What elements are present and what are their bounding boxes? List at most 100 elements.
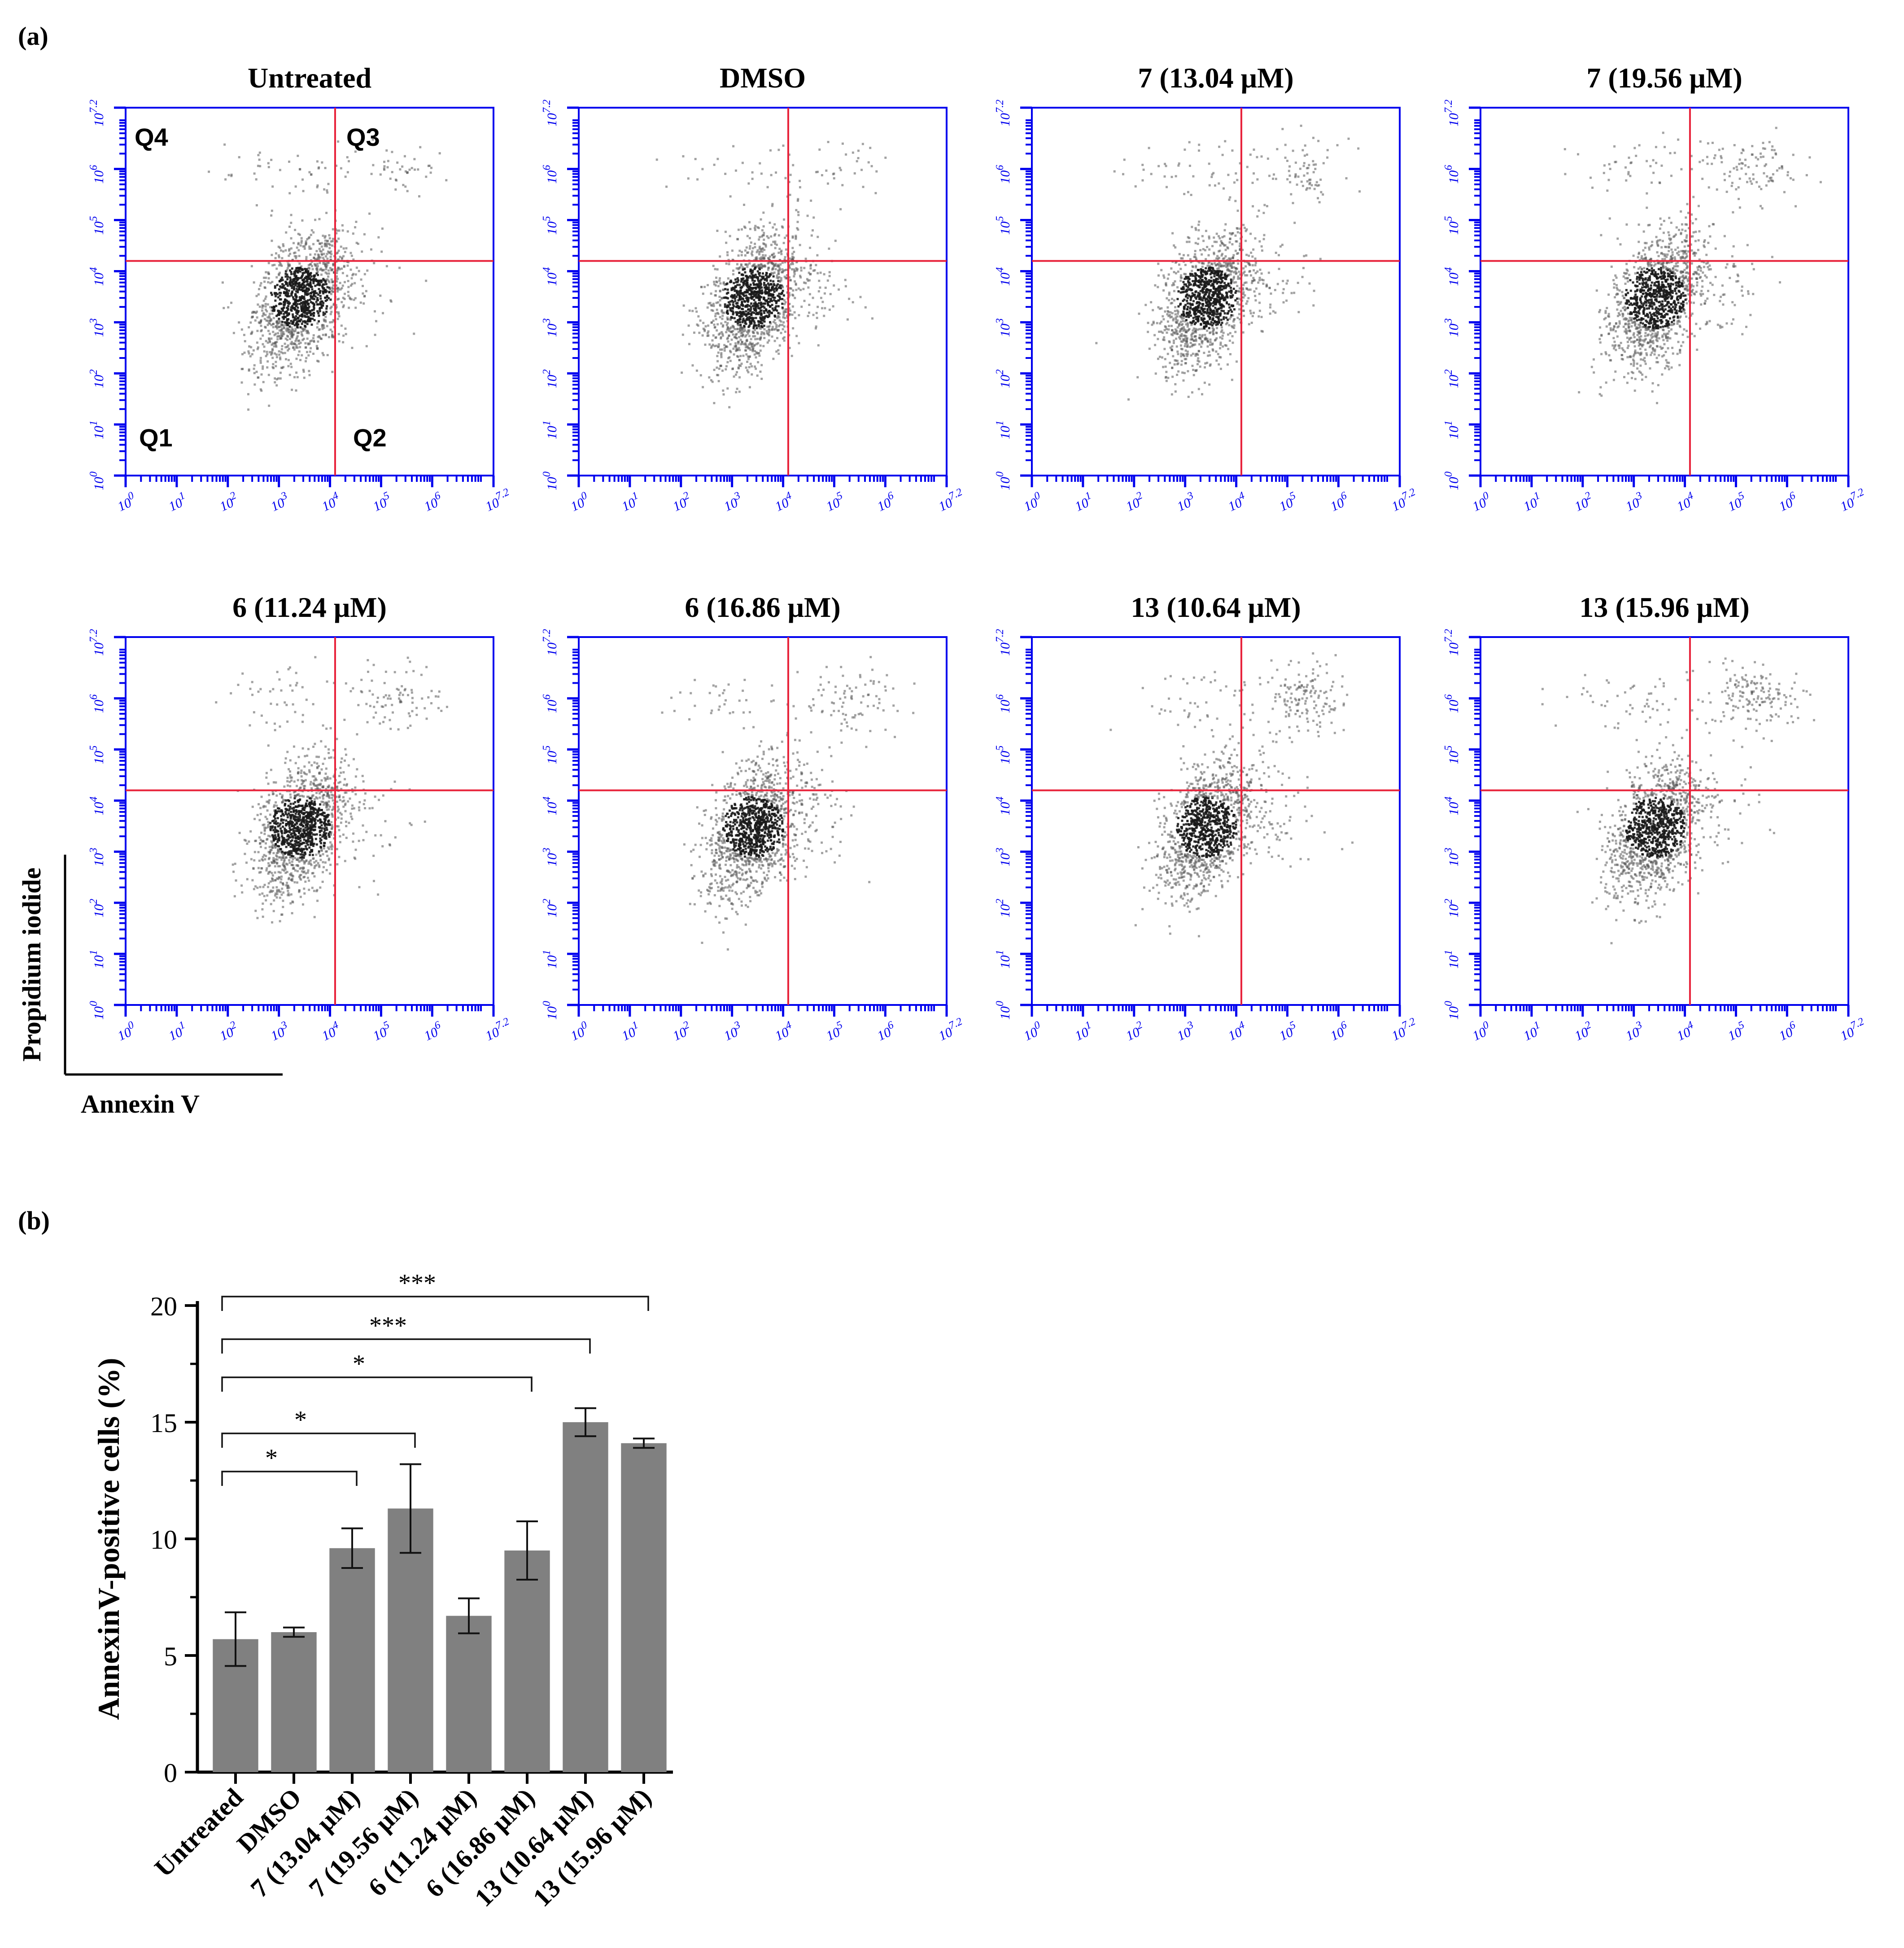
- event-dot: [716, 281, 718, 284]
- event-dot: [297, 323, 299, 326]
- event-dot: [738, 272, 740, 274]
- event-dot: [1171, 329, 1174, 332]
- event-dot: [884, 157, 886, 159]
- event-dot: [1216, 327, 1218, 329]
- event-dot: [738, 229, 740, 231]
- event-dot: [293, 303, 295, 306]
- event-dot: [1183, 299, 1185, 301]
- event-dot: [828, 248, 830, 250]
- event-dot: [1308, 282, 1310, 284]
- event-dot: [1190, 297, 1192, 299]
- event-dot: [763, 284, 765, 286]
- event-dot: [1233, 288, 1235, 290]
- event-dot: [1231, 379, 1233, 381]
- event-dot: [1227, 319, 1229, 321]
- event-dot: [1136, 376, 1139, 378]
- event-dot: [319, 250, 321, 252]
- event-dot: [779, 324, 781, 326]
- event-dot: [323, 283, 325, 285]
- event-dot: [310, 347, 312, 349]
- event-dot: [306, 309, 308, 311]
- tick-exponent: 1: [541, 420, 553, 426]
- event-dot: [253, 172, 256, 175]
- event-dot: [1194, 369, 1197, 371]
- event-dot: [1166, 297, 1168, 299]
- event-dot: [732, 312, 734, 314]
- event-dot: [323, 188, 325, 191]
- event-dot: [1274, 289, 1276, 291]
- event-dot: [714, 294, 716, 297]
- event-dot: [1314, 188, 1316, 190]
- event-dot: [1222, 345, 1224, 348]
- event-dot: [755, 356, 757, 358]
- event-dot: [297, 285, 299, 288]
- event-dot: [818, 280, 820, 282]
- event-dot: [241, 328, 243, 331]
- event-dot: [316, 326, 319, 328]
- event-dot: [1258, 301, 1261, 304]
- event-dot: [740, 332, 742, 334]
- event-dot: [1246, 166, 1249, 168]
- event-dot: [328, 262, 330, 264]
- event-dot: [301, 354, 303, 356]
- event-dot: [322, 235, 324, 237]
- event-dot: [1229, 241, 1231, 244]
- event-dot: [1251, 282, 1253, 284]
- event-dot: [322, 328, 324, 330]
- event-dot: [759, 162, 761, 165]
- event-dot: [746, 361, 748, 363]
- event-dot: [725, 365, 728, 367]
- event-dot: [322, 269, 324, 271]
- event-dot: [708, 376, 710, 379]
- event-dot: [823, 315, 825, 317]
- event-dot: [270, 354, 272, 356]
- event-dot: [775, 300, 777, 302]
- plot-frame: [126, 108, 493, 476]
- event-dot: [1252, 205, 1254, 207]
- flow-plot: 7 (13.04 μM)1001001011011021021031031041…: [994, 62, 1420, 514]
- event-dot: [665, 186, 668, 188]
- event-dot: [731, 368, 734, 370]
- event-dot: [1228, 285, 1231, 287]
- event-dot: [777, 299, 780, 301]
- event-dot: [761, 250, 764, 253]
- tick-exponent: 6: [88, 165, 100, 170]
- event-dot: [772, 326, 774, 328]
- event-dot: [748, 285, 750, 288]
- event-dot: [1258, 315, 1260, 318]
- event-dot: [1236, 285, 1238, 287]
- event-dot: [758, 297, 760, 299]
- event-dot: [1180, 363, 1183, 366]
- event-dot: [385, 149, 388, 152]
- event-dot: [717, 313, 720, 315]
- event-dot: [324, 281, 327, 283]
- event-dot: [747, 326, 750, 328]
- event-dot: [316, 322, 319, 324]
- event-dot: [751, 373, 753, 376]
- event-dot: [812, 216, 815, 218]
- event-dot: [767, 283, 769, 285]
- event-dot: [807, 214, 809, 217]
- event-dot: [338, 340, 341, 342]
- event-dot: [741, 302, 743, 305]
- event-dot: [753, 302, 755, 305]
- event-dot: [289, 253, 291, 255]
- event-dot: [326, 296, 328, 298]
- event-dot: [291, 267, 293, 270]
- event-dot: [1144, 304, 1147, 306]
- event-dot: [744, 306, 747, 308]
- panel-a-flow-plots: Untreated1001001011011021021031031041041…: [88, 62, 1869, 1044]
- event-dot: [308, 370, 310, 372]
- event-dot: [322, 288, 324, 290]
- event-dot: [281, 276, 283, 279]
- event-dot: [296, 267, 298, 269]
- event-dot: [707, 302, 710, 305]
- event-dot: [1191, 345, 1193, 347]
- event-dot: [763, 328, 765, 330]
- event-dot: [275, 341, 278, 343]
- event-dot: [285, 337, 287, 340]
- event-dot: [293, 316, 295, 319]
- event-dot: [745, 310, 747, 313]
- event-dot: [263, 345, 266, 348]
- event-dot: [361, 250, 363, 253]
